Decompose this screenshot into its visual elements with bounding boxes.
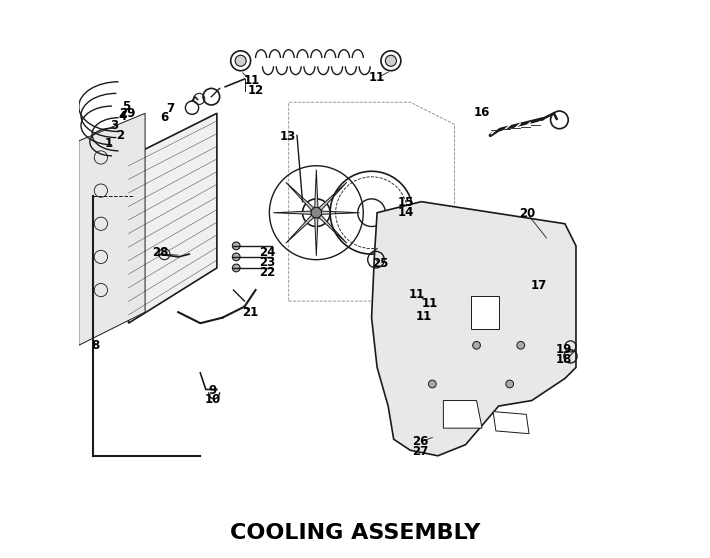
Text: 1: 1 (105, 137, 113, 150)
Circle shape (311, 207, 322, 218)
Text: 5: 5 (121, 100, 130, 113)
Text: 11: 11 (369, 71, 386, 84)
Circle shape (235, 55, 246, 66)
Circle shape (517, 341, 525, 349)
Text: 19: 19 (556, 343, 572, 356)
Text: COOLING ASSEMBLY: COOLING ASSEMBLY (230, 523, 480, 543)
Text: 2: 2 (116, 129, 124, 142)
Circle shape (232, 253, 240, 261)
Text: 11: 11 (244, 74, 260, 86)
Text: 14: 14 (398, 206, 414, 219)
Polygon shape (315, 170, 318, 208)
Text: 16: 16 (474, 105, 490, 119)
Circle shape (232, 264, 240, 272)
Text: 8: 8 (91, 339, 99, 352)
Text: 9: 9 (208, 384, 217, 397)
Polygon shape (443, 401, 482, 428)
Polygon shape (493, 412, 529, 434)
Text: 21: 21 (242, 306, 258, 319)
Text: 7: 7 (166, 102, 174, 116)
Text: 25: 25 (371, 257, 388, 270)
Circle shape (473, 341, 481, 349)
Text: 24: 24 (260, 246, 276, 259)
Text: 6: 6 (160, 111, 168, 124)
Circle shape (232, 242, 240, 250)
Text: 23: 23 (260, 256, 276, 269)
Text: 20: 20 (519, 208, 535, 220)
Circle shape (506, 380, 513, 388)
Polygon shape (471, 296, 498, 329)
Polygon shape (322, 211, 359, 214)
Text: 10: 10 (204, 393, 221, 406)
Text: 15: 15 (398, 196, 414, 209)
Circle shape (538, 275, 545, 283)
Text: 18: 18 (556, 353, 572, 365)
Polygon shape (315, 218, 318, 256)
Text: 28: 28 (153, 246, 169, 259)
Text: 17: 17 (530, 279, 547, 292)
Text: 13: 13 (280, 130, 296, 143)
Text: 11: 11 (422, 297, 438, 310)
Polygon shape (79, 113, 145, 345)
Circle shape (428, 380, 436, 388)
Polygon shape (319, 182, 346, 210)
Polygon shape (129, 113, 217, 323)
Polygon shape (286, 215, 314, 243)
Circle shape (386, 55, 396, 66)
Text: 26: 26 (412, 435, 428, 449)
Text: 12: 12 (248, 84, 263, 97)
Text: 29: 29 (119, 107, 136, 120)
Text: 11: 11 (416, 310, 432, 323)
Text: 11: 11 (409, 288, 425, 301)
Text: 3: 3 (111, 119, 119, 132)
Polygon shape (273, 211, 311, 214)
Polygon shape (371, 201, 576, 456)
Text: 27: 27 (412, 445, 428, 458)
Polygon shape (286, 182, 314, 210)
Text: 4: 4 (119, 109, 127, 123)
Polygon shape (319, 215, 346, 243)
Text: 22: 22 (260, 266, 276, 279)
